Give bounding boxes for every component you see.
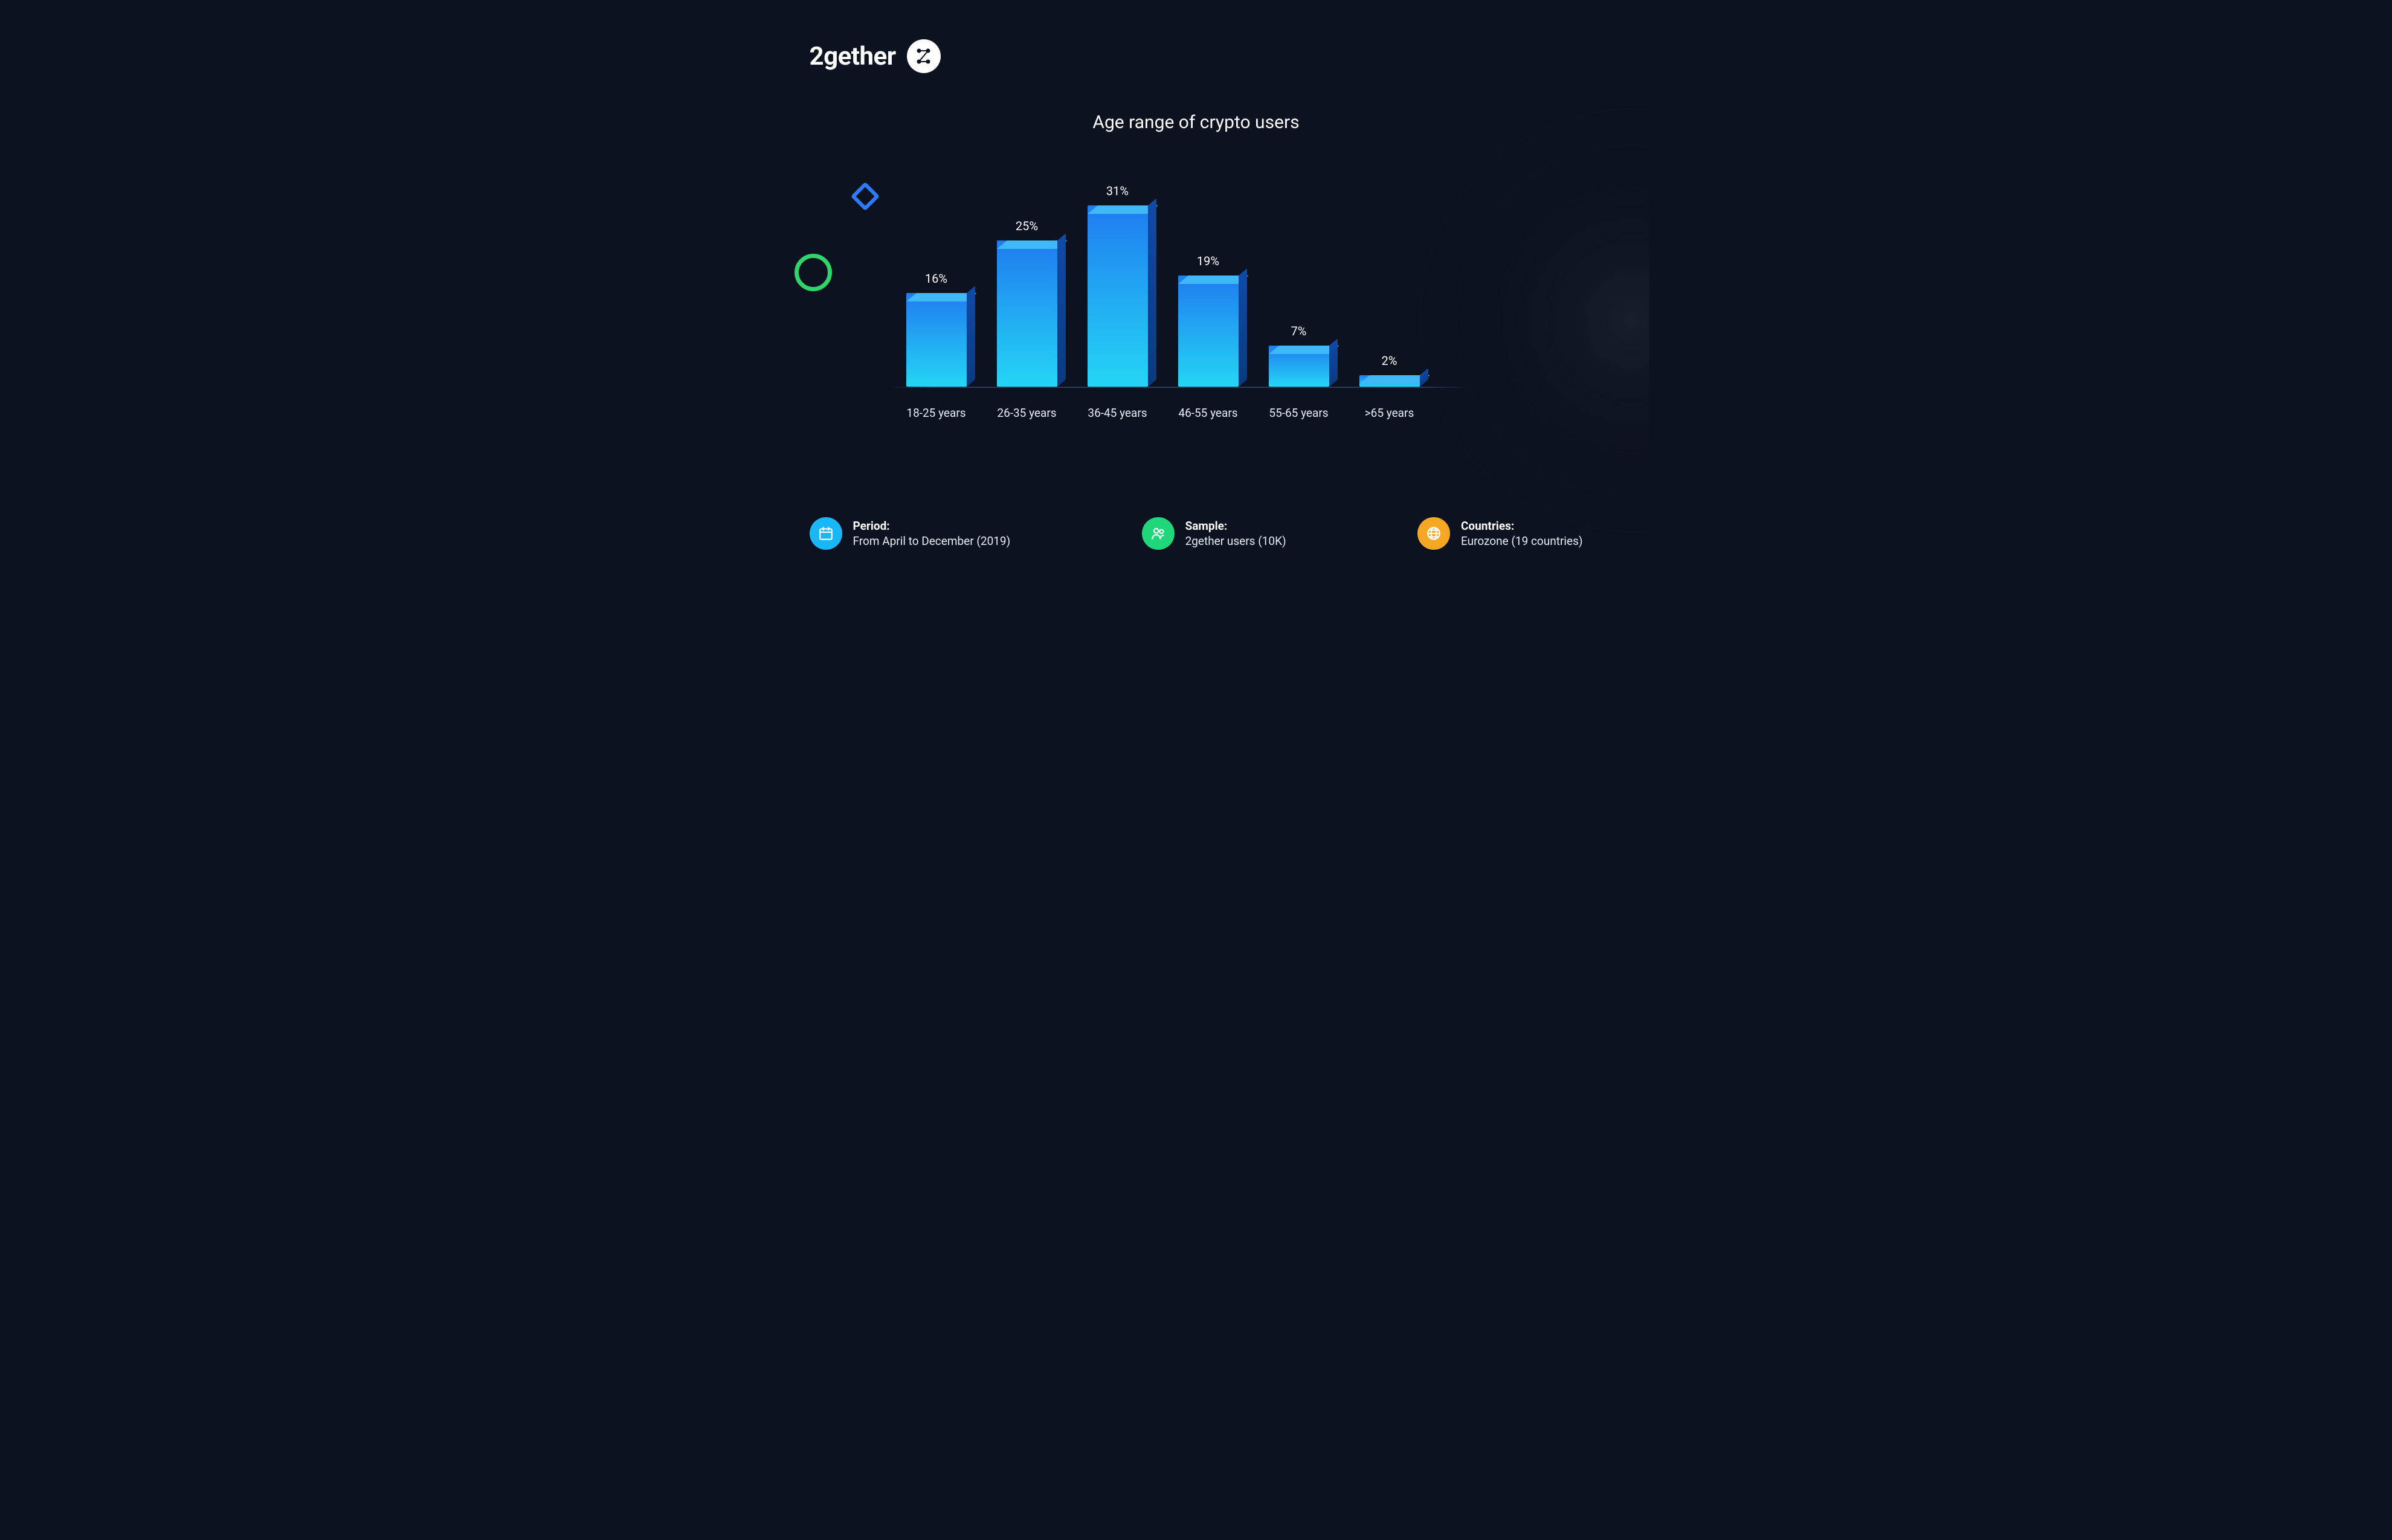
info-countries-value: Eurozone (19 countries): [1461, 534, 1583, 548]
background-glow: [1420, 109, 1649, 532]
calendar-icon: [810, 517, 842, 550]
bar-column: 2%: [1359, 353, 1420, 387]
bar-category-label: >65 years: [1359, 406, 1420, 420]
brand-glyph-icon: [915, 47, 933, 65]
bar: [1269, 346, 1329, 387]
info-period: Period: From April to December (2019): [810, 517, 1011, 550]
bar-front-face: [1088, 205, 1148, 387]
bar-value-label: 16%: [925, 271, 947, 286]
bar-side-face: [1148, 198, 1156, 387]
bar-side-face: [1329, 338, 1338, 387]
bar-value-label: 19%: [1197, 254, 1219, 268]
bar-side-face: [1057, 233, 1066, 387]
bar-column: 19%: [1178, 254, 1239, 387]
chart-title: Age range of crypto users: [743, 112, 1649, 133]
bar: [1178, 275, 1239, 387]
bar-top-face: [1359, 375, 1430, 384]
bar-side-face: [1420, 368, 1428, 387]
bar-category-label: 36-45 years: [1088, 406, 1148, 420]
info-countries-title: Countries:: [1461, 519, 1583, 533]
bar-category-label: 46-55 years: [1178, 406, 1239, 420]
bar-side-face: [1239, 268, 1247, 387]
info-sample-value: 2gether users (10K): [1185, 534, 1286, 548]
decorative-circle: [795, 254, 832, 291]
bar-value-label: 2%: [1382, 353, 1397, 368]
brand-badge: [907, 39, 941, 73]
bar-column: 7%: [1269, 324, 1329, 387]
bar: [997, 240, 1057, 387]
chart-baseline: [887, 387, 1468, 388]
info-period-value: From April to December (2019): [853, 534, 1011, 548]
bar-category-label: 18-25 years: [906, 406, 967, 420]
bar-category-label: 26-35 years: [997, 406, 1057, 420]
info-period-title: Period:: [853, 519, 1011, 533]
bar-top-face: [906, 293, 977, 301]
age-bar-chart: 16% 25% 31% 19% 7% 2% 18-25 years 26-35 years 3…: [888, 181, 1444, 423]
info-sample: Sample: 2gether users (10K): [1142, 517, 1286, 550]
bar-front-face: [997, 240, 1057, 387]
bar-value-label: 25%: [1016, 219, 1038, 233]
decorative-diamond: [850, 182, 879, 211]
globe-icon: [1417, 517, 1450, 550]
infographic-canvas: 2gether Age range of crypto users 16% 25%…: [743, 0, 1649, 583]
bar-category-label: 55-65 years: [1269, 406, 1329, 420]
info-countries: Countries: Eurozone (19 countries): [1417, 517, 1583, 550]
bar: [906, 293, 967, 387]
footer-info-row: Period: From April to December (2019) Sa…: [810, 517, 1583, 550]
bar-top-face: [1178, 275, 1249, 284]
bar-top-face: [1088, 205, 1158, 214]
bar-value-label: 7%: [1291, 324, 1307, 338]
bar: [1359, 375, 1420, 387]
bar-front-face: [1178, 275, 1239, 387]
brand-name: 2gether: [810, 42, 896, 71]
bar-side-face: [967, 286, 975, 387]
bar-front-face: [906, 293, 967, 387]
bar: [1088, 205, 1148, 387]
bar-column: 31%: [1088, 184, 1148, 387]
brand-logo: 2gether: [810, 39, 941, 73]
bar-top-face: [997, 240, 1068, 249]
bar-top-face: [1269, 346, 1339, 354]
bar-column: 16%: [906, 271, 967, 387]
info-sample-title: Sample:: [1185, 519, 1286, 533]
bar-value-label: 31%: [1106, 184, 1129, 198]
bar-column: 25%: [997, 219, 1057, 387]
users-icon: [1142, 517, 1175, 550]
